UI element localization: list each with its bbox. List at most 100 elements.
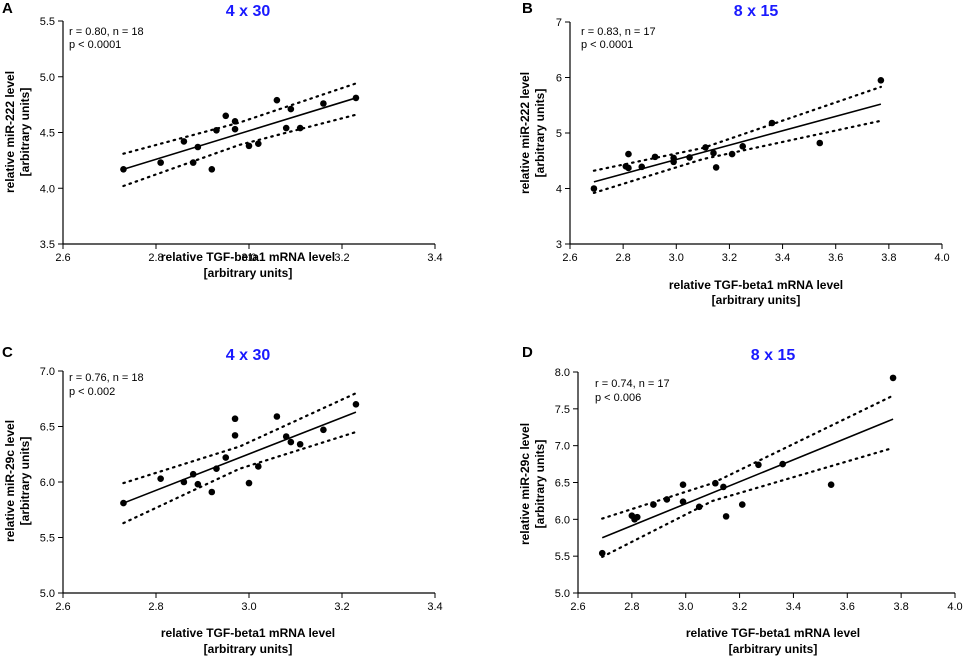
x-tick-label: 3.0	[241, 252, 256, 264]
panel-letter: B	[522, 0, 533, 17]
y-tick-label: 6.5	[40, 422, 55, 434]
data-point	[189, 470, 197, 478]
data-point	[720, 483, 727, 491]
data-point	[877, 76, 885, 84]
y-tick-label: 5.5	[40, 533, 55, 545]
x-tick-label: 2.8	[624, 601, 639, 613]
chart-title: 8 x 15	[734, 3, 779, 20]
ci-lower-line	[122, 430, 358, 525]
panel-b: B 8 x 15 r = 0.83, n = 17 p < 0.0001 rel…	[518, 0, 950, 307]
y-tick-label: 5.5	[555, 551, 570, 563]
stats-p-value: p < 0.0001	[69, 39, 121, 51]
ci-upper-line	[592, 85, 883, 172]
y-axis-label: relative miR-29c level	[3, 420, 17, 542]
x-tick-label: 3.4	[786, 601, 801, 613]
stats-p-value: p < 0.0001	[581, 39, 633, 51]
data-point	[273, 96, 281, 104]
panel-letter: A	[2, 0, 13, 17]
x-tick-label: 2.8	[615, 252, 630, 264]
data-point	[710, 149, 717, 157]
y-tick-label: 6.0	[555, 514, 570, 526]
chart-title: 4 x 30	[226, 347, 271, 364]
x-tick-label: 2.6	[562, 252, 577, 264]
stats-correlation: r = 0.83, n = 17	[581, 26, 656, 38]
data-point	[590, 185, 598, 192]
x-tick-label: 3.2	[334, 601, 349, 613]
x-axis-label: relative TGF-beta1 mRNA level	[161, 626, 335, 640]
data-point	[254, 140, 262, 147]
x-axis-label-units: [arbitrary units]	[729, 642, 818, 656]
data-point	[739, 143, 747, 150]
panel-letter: D	[522, 344, 533, 361]
stats-correlation: r = 0.80, n = 18	[69, 26, 144, 38]
x-tick-label: 2.6	[55, 252, 70, 264]
y-axis-label: relative miR-29c level	[518, 423, 532, 545]
x-tick-label: 3.8	[893, 601, 908, 613]
ci-upper-line	[122, 392, 358, 485]
data-point	[245, 142, 253, 150]
y-tick-label: 7.0	[555, 441, 570, 453]
chart-title: 4 x 30	[226, 3, 271, 20]
y-tick-label: 5.0	[555, 588, 570, 600]
ci-lower-line	[601, 446, 895, 559]
data-point	[889, 374, 897, 382]
data-point	[222, 454, 230, 461]
y-axis-label-units: [arbitrary units]	[18, 437, 32, 526]
x-tick-label: 2.6	[570, 601, 585, 613]
x-tick-label: 3.4	[775, 252, 790, 264]
data-point	[679, 481, 687, 489]
data-point	[598, 549, 606, 557]
y-tick-label: 5.0	[40, 72, 55, 84]
x-tick-label: 2.8	[148, 252, 163, 264]
x-tick-label: 4.0	[934, 252, 949, 264]
data-point	[120, 499, 127, 507]
data-point	[755, 461, 762, 469]
data-point	[231, 118, 239, 125]
x-tick-label: 3.4	[427, 252, 442, 264]
y-axis-label-units: [arbitrary units]	[533, 89, 547, 178]
x-tick-label: 3.0	[669, 252, 684, 264]
data-point	[213, 126, 220, 134]
data-point	[712, 164, 720, 171]
data-point	[194, 480, 202, 488]
data-point	[287, 438, 295, 446]
data-point	[320, 426, 327, 434]
data-point	[738, 501, 746, 508]
stats-p-value: p < 0.002	[69, 386, 115, 398]
x-tick-label: 3.6	[840, 601, 855, 613]
data-point	[222, 112, 230, 120]
regression-line	[593, 103, 882, 183]
x-tick-label: 3.4	[427, 601, 442, 613]
data-point	[638, 163, 646, 171]
y-tick-label: 3	[556, 239, 562, 251]
y-tick-label: 7.0	[40, 366, 55, 378]
data-point	[120, 165, 127, 173]
data-point	[712, 479, 719, 487]
panel-a: A 4 x 30 r = 0.80, n = 18 p < 0.0001 rel…	[2, 0, 443, 280]
y-axis-label: relative miR-222 level	[518, 72, 532, 194]
x-axis-label: relative TGF-beta1 mRNA level	[686, 626, 860, 640]
y-tick-label: 8.0	[555, 367, 570, 379]
y-tick-label: 5.0	[40, 588, 55, 600]
x-tick-label: 3.2	[334, 252, 349, 264]
data-point	[208, 488, 216, 496]
data-point	[208, 165, 216, 173]
data-point	[157, 159, 164, 166]
stats-correlation: r = 0.74, n = 17	[595, 378, 670, 390]
data-point	[670, 154, 677, 162]
data-point	[728, 150, 736, 158]
x-tick-label: 3.2	[732, 601, 747, 613]
data-point	[231, 415, 239, 423]
x-tick-label: 2.8	[148, 601, 163, 613]
y-tick-label: 7.5	[555, 404, 570, 416]
data-point	[213, 465, 220, 472]
y-tick-label: 5	[556, 128, 562, 140]
data-point	[625, 150, 632, 158]
stats-p-value: p < 0.006	[595, 392, 641, 404]
data-point	[651, 153, 659, 161]
data-point	[231, 125, 239, 133]
x-axis-label: relative TGF-beta1 mRNA level	[669, 278, 843, 292]
data-point	[282, 124, 290, 132]
data-point	[180, 478, 188, 486]
panel-letter: C	[2, 344, 13, 361]
